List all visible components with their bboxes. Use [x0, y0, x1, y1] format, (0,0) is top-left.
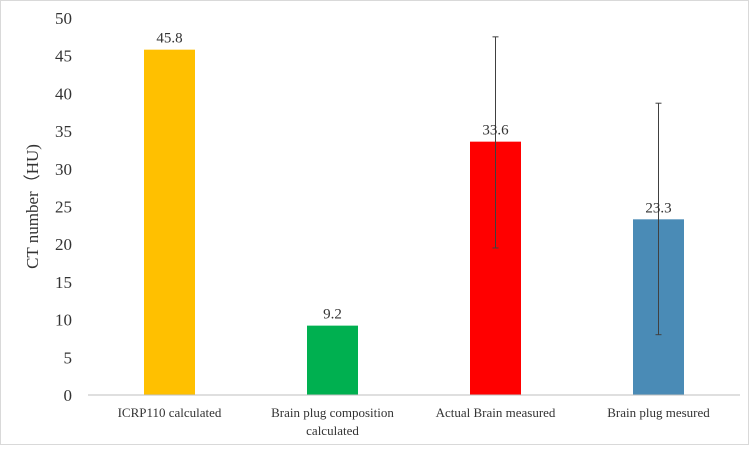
category-label: ICRP110 calculated	[118, 405, 222, 420]
category-labels: ICRP110 calculated Brain plug composition…	[118, 405, 711, 438]
category-label: calculated	[306, 423, 359, 438]
y-tick-label: 20	[55, 235, 72, 254]
data-label: 33.6	[482, 123, 509, 139]
y-tick-label: 45	[55, 47, 72, 66]
category-label: Actual Brain measured	[436, 405, 556, 420]
bars	[144, 49, 684, 395]
bar	[307, 325, 358, 395]
data-label: 45.8	[156, 31, 182, 47]
category-label: Brain plug mesured	[607, 405, 710, 420]
data-label: 23.3	[645, 200, 671, 216]
bar	[144, 49, 195, 395]
y-axis-ticks: 0 5 10 15 20 25 30 35 40 45 50	[55, 9, 72, 405]
y-tick-label: 10	[55, 311, 72, 330]
y-tick-label: 15	[55, 273, 72, 292]
y-tick-label: 50	[55, 9, 72, 28]
y-tick-label: 0	[64, 386, 73, 405]
y-tick-label: 40	[55, 84, 72, 103]
y-axis-title: CT number（HU)	[23, 144, 42, 269]
y-tick-label: 35	[55, 122, 72, 141]
data-labels: 45.8 9.2 33.6 23.3	[156, 31, 671, 323]
y-tick-label: 5	[64, 348, 73, 367]
y-tick-label: 30	[55, 160, 72, 179]
y-tick-label: 25	[55, 198, 72, 217]
category-label: Brain plug composition	[271, 405, 394, 420]
error-bars	[492, 36, 662, 336]
data-label: 9.2	[323, 307, 342, 323]
